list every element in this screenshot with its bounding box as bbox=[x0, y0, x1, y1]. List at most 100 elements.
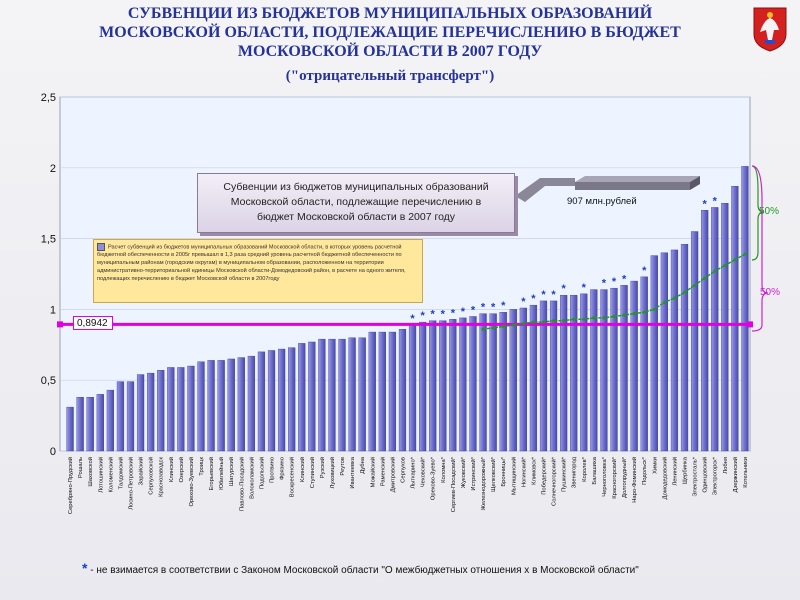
callout-arrow bbox=[515, 178, 575, 202]
x-tick-label: Королев* bbox=[582, 456, 588, 482]
bar bbox=[650, 255, 658, 452]
x-tick-label: Шатурский bbox=[228, 457, 235, 486]
exempt-star-marker: * bbox=[410, 313, 415, 325]
bracket-green bbox=[751, 165, 765, 261]
callout-box: Субвенции из бюджетов муниципальных обра… bbox=[197, 173, 515, 233]
callout-amount: 907 млн.рублей bbox=[567, 196, 637, 207]
magenta-percent-label: 50% bbox=[760, 287, 781, 298]
x-tick-label: Троицк bbox=[199, 457, 205, 476]
x-tick-label: Серпуховской bbox=[148, 457, 155, 495]
bar bbox=[499, 312, 507, 452]
trend-point bbox=[562, 319, 566, 323]
trend-point bbox=[582, 317, 586, 321]
trend-point bbox=[592, 316, 596, 320]
exempt-star-marker: * bbox=[471, 304, 476, 316]
x-tick-label: Железнодорожный* bbox=[480, 456, 487, 510]
exempt-star-marker: * bbox=[703, 198, 708, 210]
x-tick-label: Фрязино bbox=[280, 457, 286, 480]
y-tick-label: 1 bbox=[50, 304, 56, 316]
bar bbox=[177, 367, 185, 452]
bar bbox=[701, 210, 709, 452]
x-tick-label: Клинский bbox=[168, 457, 175, 482]
bar bbox=[479, 313, 487, 452]
page-subtitle: ("отрицательный трансферт") bbox=[285, 68, 495, 84]
callout-line-1: Субвенции из бюджетов муниципальных обра… bbox=[223, 181, 489, 193]
x-tick-label: Талдомский bbox=[117, 457, 124, 489]
bar bbox=[429, 320, 437, 452]
x-tick-label: Рошаль bbox=[78, 457, 84, 478]
x-tick-label: Климовск* bbox=[531, 456, 537, 485]
x-tick-label: Истринский* bbox=[470, 456, 477, 490]
bar bbox=[227, 358, 235, 452]
x-tick-label: Серебряно-Прудский bbox=[67, 457, 74, 514]
footnote-star: * bbox=[82, 560, 88, 576]
bar bbox=[590, 289, 598, 452]
bar bbox=[86, 396, 94, 452]
x-tick-label: Электросталь* bbox=[693, 456, 699, 496]
x-tick-label: Долгопрудный* bbox=[621, 456, 628, 498]
trend-point bbox=[481, 327, 485, 331]
exempt-star-marker: * bbox=[491, 302, 496, 314]
bar bbox=[368, 331, 376, 452]
x-tick-label: Волоколамский bbox=[248, 457, 255, 499]
x-tick-label: Пушкинский* bbox=[561, 456, 568, 492]
legend-box: Расчет субвенций из бюджетов муниципальн… bbox=[93, 239, 423, 303]
x-tick-label: Балашиха bbox=[592, 456, 598, 484]
trend-point bbox=[692, 283, 697, 287]
bar bbox=[640, 276, 648, 452]
x-tick-label: Можайский bbox=[369, 457, 376, 487]
bar bbox=[358, 337, 366, 452]
callout-arrow-right bbox=[575, 182, 690, 190]
bar bbox=[519, 307, 527, 452]
bar bbox=[318, 338, 326, 452]
trend-point bbox=[491, 326, 495, 330]
bar bbox=[66, 406, 74, 452]
bar bbox=[680, 244, 689, 452]
bar bbox=[348, 337, 356, 452]
trend-point bbox=[703, 276, 707, 280]
x-tick-label: Лосино-Петровский bbox=[128, 457, 135, 510]
trend-point bbox=[713, 269, 717, 273]
bar bbox=[459, 317, 467, 452]
x-tick-label: Звенигород bbox=[572, 456, 578, 488]
x-tick-label: Серпухов bbox=[400, 457, 406, 483]
bar bbox=[76, 396, 84, 452]
bar bbox=[549, 300, 558, 452]
x-tick-label: Рузский bbox=[319, 457, 326, 478]
exempt-star-marker: * bbox=[451, 307, 456, 319]
exempt-star-marker: * bbox=[642, 265, 647, 277]
y-tick-label: 2 bbox=[50, 163, 56, 175]
x-tick-label: Краснозаводск bbox=[159, 457, 165, 497]
trend-point bbox=[642, 310, 646, 314]
bar bbox=[670, 249, 679, 452]
bar bbox=[620, 285, 628, 452]
exempt-star-marker: * bbox=[420, 310, 425, 322]
bar bbox=[408, 324, 417, 452]
bar bbox=[439, 320, 447, 452]
x-tick-label: Лотошинский bbox=[97, 457, 104, 493]
exempt-star-marker: * bbox=[713, 195, 718, 207]
x-tick-label: Победерский* bbox=[541, 456, 548, 494]
x-tick-label: Луховицкий bbox=[329, 457, 336, 488]
reference-line-marker bbox=[57, 321, 63, 328]
trend-point bbox=[652, 307, 656, 311]
bracket-magenta bbox=[751, 165, 769, 332]
bar bbox=[197, 361, 205, 452]
exempt-star-marker: * bbox=[461, 306, 466, 318]
trend-point bbox=[602, 316, 606, 320]
bar bbox=[257, 351, 266, 452]
bar bbox=[288, 347, 296, 452]
x-tick-label: Котельники bbox=[743, 457, 749, 488]
bar bbox=[610, 287, 618, 452]
y-tick-label: 2,5 bbox=[41, 92, 56, 104]
trend-point bbox=[501, 324, 505, 328]
bar bbox=[509, 309, 517, 452]
trend-point bbox=[682, 290, 687, 295]
bar bbox=[217, 360, 225, 452]
bar bbox=[388, 331, 397, 452]
reference-line-marker bbox=[747, 321, 753, 328]
bar bbox=[600, 289, 608, 452]
exempt-star-marker: * bbox=[441, 309, 446, 321]
page-title: СУБВЕНЦИИ ИЗ БЮДЖЕТОВ МУНИЦИПАЛЬНЫХ ОБРА… bbox=[40, 4, 740, 61]
